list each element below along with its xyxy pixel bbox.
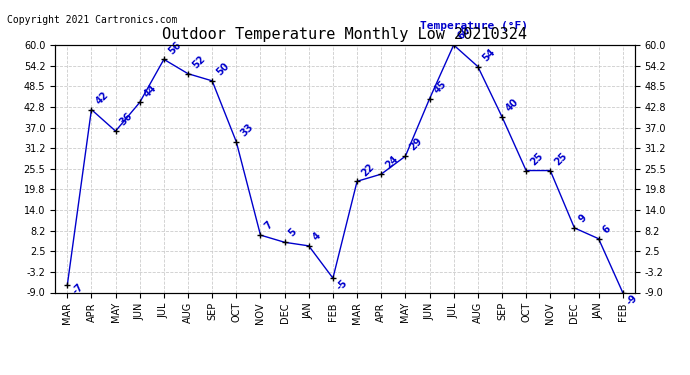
Text: 29: 29 bbox=[408, 136, 424, 153]
Text: 50: 50 bbox=[215, 61, 231, 78]
Text: -7: -7 bbox=[71, 282, 86, 296]
Text: 9: 9 bbox=[577, 213, 589, 225]
Text: 44: 44 bbox=[142, 82, 159, 99]
Text: 60: 60 bbox=[456, 25, 473, 42]
Text: 25: 25 bbox=[553, 150, 569, 167]
Text: -9: -9 bbox=[625, 292, 640, 307]
Text: 22: 22 bbox=[359, 161, 376, 178]
Text: 33: 33 bbox=[239, 122, 255, 138]
Text: Copyright 2021 Cartronics.com: Copyright 2021 Cartronics.com bbox=[7, 15, 177, 25]
Text: Temperature (°F): Temperature (°F) bbox=[420, 21, 529, 32]
Text: -5: -5 bbox=[335, 278, 350, 293]
Text: 56: 56 bbox=[166, 39, 183, 56]
Text: 4: 4 bbox=[311, 231, 323, 243]
Text: 36: 36 bbox=[118, 111, 135, 128]
Text: 6: 6 bbox=[601, 224, 613, 236]
Text: 42: 42 bbox=[94, 90, 110, 106]
Title: Outdoor Temperature Monthly Low 20210324: Outdoor Temperature Monthly Low 20210324 bbox=[163, 27, 527, 42]
Text: 52: 52 bbox=[190, 54, 207, 70]
Text: 40: 40 bbox=[504, 97, 521, 113]
Text: 25: 25 bbox=[529, 150, 545, 167]
Text: 7: 7 bbox=[263, 220, 275, 232]
Text: 5: 5 bbox=[287, 227, 299, 239]
Text: 45: 45 bbox=[432, 79, 448, 95]
Text: 54: 54 bbox=[480, 46, 497, 63]
Text: 24: 24 bbox=[384, 154, 400, 171]
